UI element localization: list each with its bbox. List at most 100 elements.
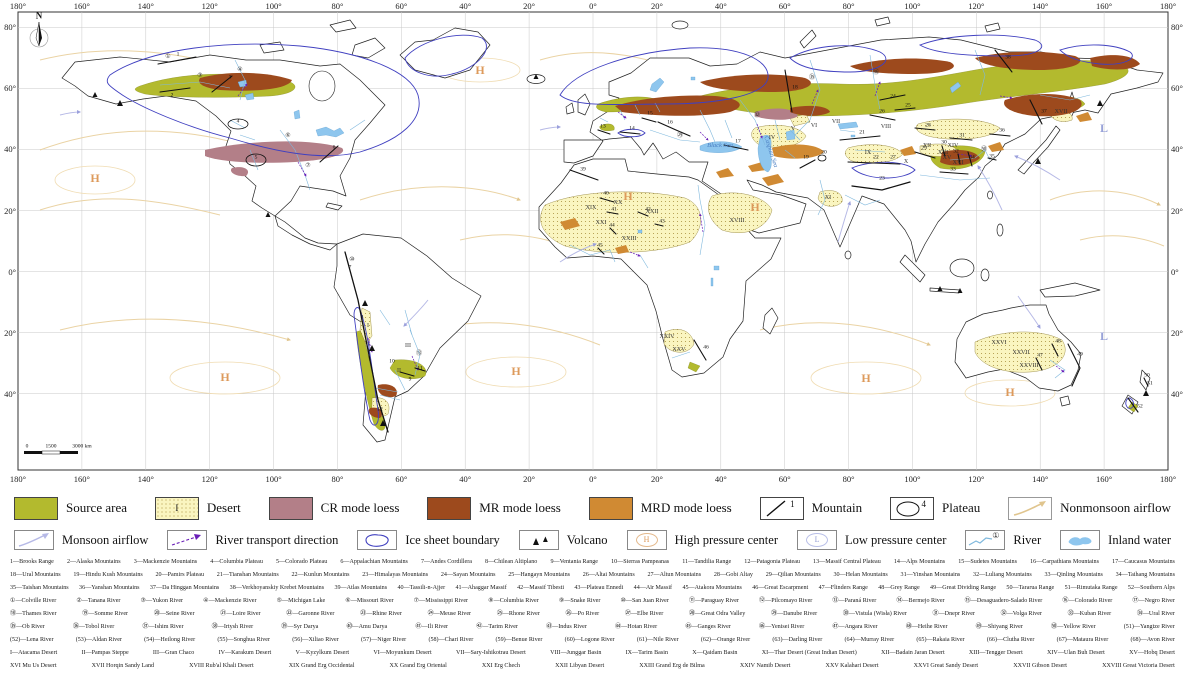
map-label: 20 (821, 149, 827, 156)
axis-label-top: 100° (265, 1, 282, 11)
list-entry: XXVII Gibson Desert (1013, 663, 1068, 669)
high-pressure-swatch: H (626, 530, 667, 550)
map-label: 6 (332, 144, 336, 151)
list-entry: ④—Mackenzie River (203, 598, 257, 604)
axis-label-left: 20° (4, 205, 16, 216)
map-label: ⑬ (415, 351, 423, 357)
list-entry: (61)—Nile River (636, 637, 679, 643)
list-entry: ㊿—Yellow River (1051, 624, 1096, 630)
list-entry: 36—Yanshan Mountains (79, 585, 140, 591)
list-entry: (56)—Xiliao River (292, 637, 339, 643)
mountain-swatch: 1 (759, 496, 804, 520)
map-label: ㉟ (808, 75, 816, 81)
legend-label: Inland water (1108, 532, 1171, 547)
map-label: XVI (952, 160, 964, 166)
list-entry: 7—Andes Cordillera (420, 559, 472, 565)
list-entry: 34—Taihang Mountains (1115, 572, 1175, 578)
low-pressure-swatch: L (797, 530, 838, 550)
axis-label-top: 120° (968, 1, 985, 11)
index-list-row: 1—Brooks Range 2—Alaska Mountains 3—Macken… (0, 556, 1185, 569)
map-label: H (220, 370, 230, 384)
list-entry: 44—Aïr Massif (633, 585, 673, 591)
list-entry: ⑮—Desaguadero-Salado River (964, 598, 1043, 604)
map-label: 29 (921, 145, 927, 152)
axis-label-top: 80° (842, 1, 855, 11)
axis-label-right: 0° (1171, 266, 1179, 277)
map-label: 33 (950, 166, 956, 173)
map-label: 10 (389, 358, 395, 365)
mountain-symbol: 1 (790, 498, 795, 509)
axis-label-bottom: 140° (137, 474, 154, 484)
list-entry: 47—Flinders Range (818, 585, 868, 591)
list-entry: (55)—Songhua River (217, 637, 270, 643)
legend-item-low-pressure: L Low pressure center (797, 530, 946, 550)
map-label: 15 (647, 110, 653, 117)
list-entry: ㉘—Great Odra Valley (688, 611, 746, 617)
map-label: 0 (25, 443, 29, 450)
list-entry: VI—Moyunkum Desert (373, 650, 432, 656)
list-entry: 49—Great Dividing Range (930, 585, 997, 591)
ice-sheet-swatch (357, 530, 398, 550)
list-entry: XV—Hobq Desert (1129, 650, 1175, 656)
legend-label: Ice sheet boundary (405, 532, 500, 547)
axis-label-bottom: 40° (459, 474, 472, 484)
map-label: 49 (1077, 351, 1083, 358)
nonmonsoon-airflow-swatch (1008, 496, 1053, 520)
volcano-swatch (518, 530, 559, 550)
list-entry: ㊵—Amu Darya (346, 624, 388, 630)
list-entry: 26—Altai Mountains (582, 572, 635, 578)
axis-label-bottom: 60° (778, 474, 791, 484)
list-entry: ㊾—Shiyang River (975, 624, 1023, 630)
axis-label-top: 0° (589, 1, 597, 11)
legend-label: Mountain (811, 500, 863, 515)
list-entry: ⑬—Paraná River (832, 598, 877, 604)
list-entry: 52—Southern Alps (1127, 585, 1175, 591)
legend-label: MRD mode loess (640, 500, 732, 515)
axis-label-bottom: 40° (714, 474, 727, 484)
list-entry: 31—Yinshan Mountains (900, 572, 961, 578)
list-entry: ㊷—Tarim River (476, 624, 518, 630)
list-entry: 41—Ahaggar Massif (455, 585, 507, 591)
legend-row-1: Source area I Desert CR mode loess MR mo… (0, 492, 1185, 524)
list-entry: ㉖—Po River (565, 611, 600, 617)
list-entry: ㉞—Ural River (1136, 611, 1175, 617)
map-label: 32 (953, 148, 959, 155)
list-entry: ㉓—Rhine River (360, 611, 402, 617)
map-label: XXVIII (1019, 363, 1039, 369)
index-list-row: 18—Ural Mountains 19—Hindu Kush Mountains… (0, 569, 1185, 582)
axis-label-bottom: 120° (201, 474, 218, 484)
map-label: 18 (792, 84, 798, 91)
list-entry: 42—Massif Tibesti (517, 585, 565, 591)
list-entry: 9—Ventania Range (550, 559, 598, 565)
map-label: 12 (377, 406, 383, 413)
list-entry: 22—Kunlun Mountains (291, 572, 350, 578)
axis-label-right: 20° (1171, 327, 1183, 338)
legend-item-plateau: 4 Plateau (890, 496, 981, 520)
axis-label-bottom: 160° (73, 474, 90, 484)
river-line-icon (969, 537, 993, 546)
list-entry: ⑱—Thames River (10, 611, 57, 617)
list-entry: 14—Alps Mountains (893, 559, 946, 565)
cr-loess-swatch (268, 496, 313, 520)
list-entry: ⑪—Paraguay River (689, 598, 739, 604)
list-entry: XIX Grand Erg Occidental (288, 663, 355, 669)
map-label: 21 (859, 129, 865, 136)
list-entry: 21—Tianshan Mountains (216, 572, 279, 578)
map-label: XXVII (1012, 350, 1030, 356)
world-map-svg (17, 11, 1169, 471)
list-entry: III—Gran Chaco (152, 650, 195, 656)
map-label: H (511, 364, 521, 378)
list-entry: ㉒—Garonne River (286, 611, 335, 617)
list-entry: (66)—Clutha River (986, 637, 1035, 643)
mr-loess-patches (199, 51, 1140, 418)
list-entry: XVIII Rub'al Khali Desert (189, 663, 254, 669)
list-entry: 46—Great Escarpment (752, 585, 809, 591)
map-label: 38 (1005, 54, 1011, 61)
map-label: VII (831, 119, 841, 125)
legend-label: Plateau (942, 500, 981, 515)
legend-item-high-pressure: H High pressure center (626, 530, 778, 550)
map-label: 28 (925, 122, 931, 129)
map-label: 47 (1037, 352, 1043, 359)
axis-label-bottom: 100° (265, 474, 282, 484)
